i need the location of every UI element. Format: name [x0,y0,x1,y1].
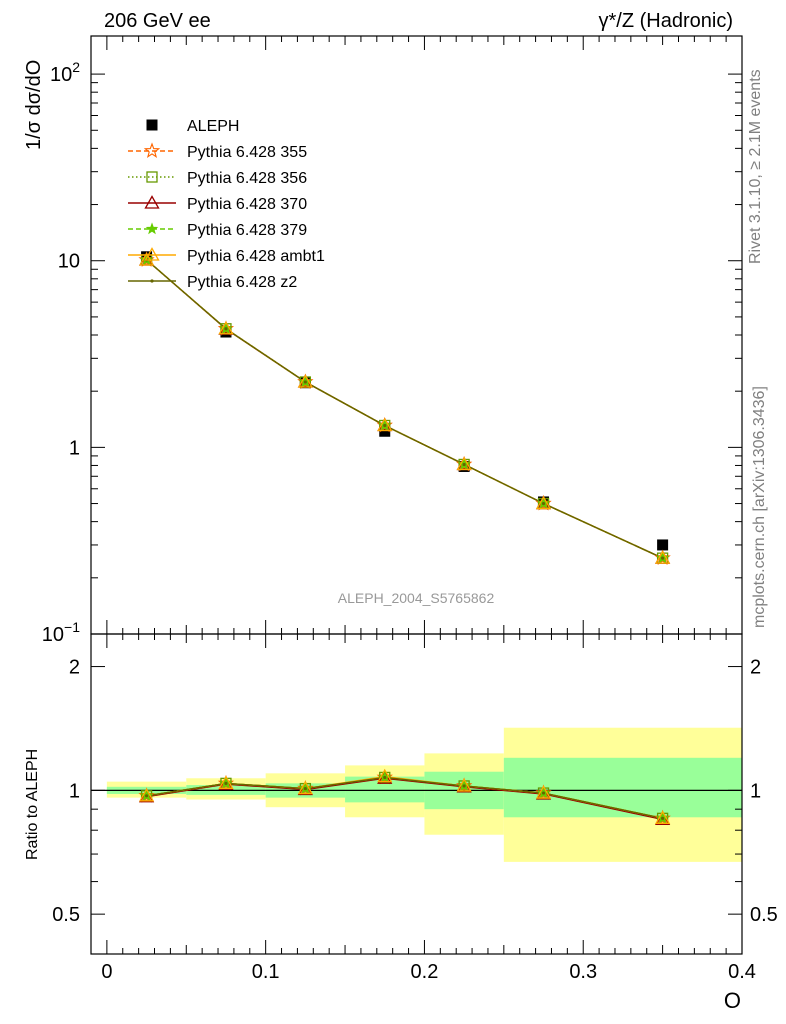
main-point-ambt1 [218,320,234,335]
ratio-point-ambt1 [456,778,472,792]
legend-marker-ambt1 [144,247,160,261]
legend-label-p379: Pythia 6.428 379 [187,222,307,239]
ratio-point-z2 [661,816,665,820]
ratio-xtick-label: 0 [101,961,112,983]
main-point-ambt1 [535,495,552,510]
ratio-point-z2 [383,775,387,780]
xlabel: O [724,988,741,1013]
ratio-ytick-label-right: 2 [750,657,761,679]
main-ytick-label: 102 [50,59,80,86]
legend-marker-p370 [144,195,160,209]
legend-label-p370: Pythia 6.428 370 [187,196,307,213]
rivet-version-label: Rivet 3.1.10, ≥ 2.1M events [747,69,764,264]
ratio-point-ambt1 [218,775,234,790]
ratio-ytick-label-right: 1 [750,780,761,802]
legend-label-ambt1: Pythia 6.428 ambt1 [187,248,325,265]
main-point-z2 [224,327,228,331]
mcplots-site-label: mcplots.cern.ch [arXiv:1306.3436] [751,386,768,628]
ratio-point-ambt1 [535,785,552,799]
ratio-point-z2 [303,786,307,791]
ratio-ylabel: Ratio to ALEPH [24,749,41,860]
main-point-z2 [661,556,665,560]
ratio-point-z2 [144,794,149,798]
legend-label-p355: Pythia 6.428 355 [187,144,307,161]
ratio-point-z2 [462,784,466,788]
main-point-z2 [383,423,387,428]
analysis-watermark: ALEPH_2004_S5765862 [338,590,495,606]
ratio-xtick-label: 0.1 [252,961,280,983]
legend-marker-p379 [145,222,159,235]
ratio-ytick-label: 1 [69,780,80,802]
main-point-z2 [462,462,466,467]
legend-marker-data [146,119,158,131]
legend-label-p356: Pythia 6.428 356 [187,170,307,187]
main-series-line-z2 [146,259,663,559]
main-ylabel: 1/σ dσ/dO [23,60,45,150]
main-point-ambt1 [377,417,393,432]
main-point-data [657,539,669,551]
header-left: 206 GeV ee [104,10,211,32]
main-point-ambt1 [654,550,671,564]
legend: ALEPH Pythia 6.428 355 Pythia 6.428 356 Pyt… [128,118,325,291]
ratio-point-ambt1 [654,810,671,824]
ratio-ytick-label: 2 [69,657,80,679]
main-series-line-p356 [146,259,663,559]
ratio-point-ambt1 [297,780,313,795]
main-point-ambt1 [297,374,313,388]
ratio-panel: 0.5 0.5 1 1 2 2 0 0.1 0.2 0.3 0.4 [52,633,778,983]
header-right: γ*/Z (Hadronic) [599,10,733,32]
ratio-point-z2 [541,791,546,795]
ratio-point-ambt1 [138,787,155,802]
main-series-line-p355 [146,259,663,559]
ratio-frame [90,633,743,955]
main-point-ambt1 [456,456,472,471]
ratio-ytick-label-right: 0.5 [750,904,778,926]
ratio-xtick-label: 0.4 [728,961,756,983]
legend-marker-p355 [143,142,161,158]
main-point-z2 [303,380,307,384]
main-point-ambt1 [138,252,155,266]
legend-label-z2: Pythia 6.428 z2 [187,274,297,291]
ratio-point-ambt1 [377,768,393,783]
main-ytick-label: 10 [58,251,80,273]
legend-marker-z2 [150,279,154,283]
main-series-line-p370 [146,259,663,559]
main-panel: 10−1 1 10 102 [42,35,743,646]
ratio-ytick-label: 0.5 [52,904,80,926]
ratio-xtick-label: 0.2 [411,961,439,983]
main-ytick-label: 10−1 [42,619,80,646]
ratio-point-z2 [224,781,228,785]
main-series-line-p379 [146,259,663,559]
main-point-z2 [541,501,546,506]
main-point-data [379,425,391,437]
main-ytick-label: 1 [69,437,80,459]
main-series-line-ambt1 [146,259,663,559]
ratio-xtick-label: 0.3 [569,961,597,983]
legend-label-data: ALEPH [187,118,239,135]
legend-marker-p356 [146,171,158,183]
